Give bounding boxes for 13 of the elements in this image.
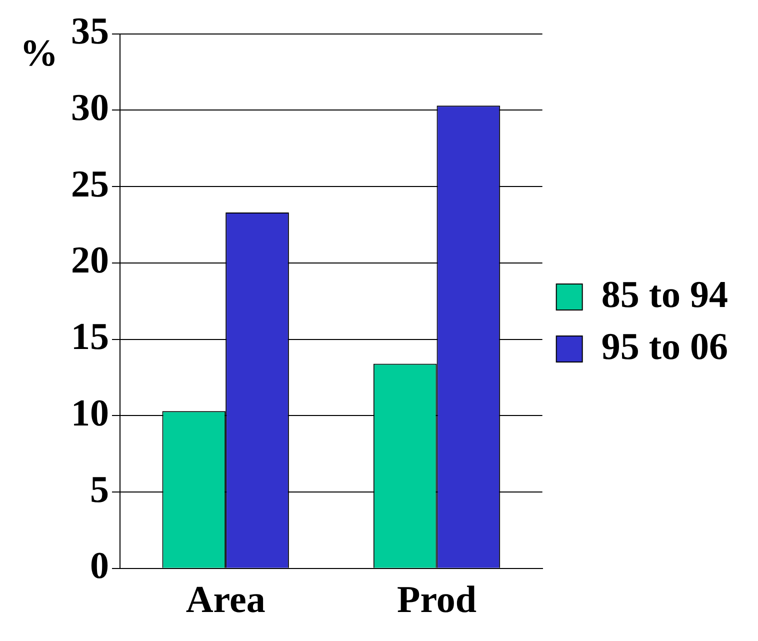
legend-label: 95 to 06	[601, 326, 728, 368]
y-tick-label: 10	[71, 392, 109, 434]
x-tick-label: Area	[186, 579, 266, 622]
x-tick-label: Prod	[396, 579, 477, 622]
y-tick-label: 35	[71, 10, 109, 53]
y-tick-label: 20	[71, 240, 109, 282]
y-tick-label: 30	[71, 86, 109, 129]
y-tick-label: 15	[71, 316, 109, 358]
legend-label: 85 to 94	[601, 274, 728, 316]
y-tick-label: 0	[90, 545, 109, 588]
y-tick-label: 5	[90, 468, 109, 511]
y-axis-title: %	[20, 32, 58, 75]
y-tick-label: 25	[71, 163, 109, 206]
